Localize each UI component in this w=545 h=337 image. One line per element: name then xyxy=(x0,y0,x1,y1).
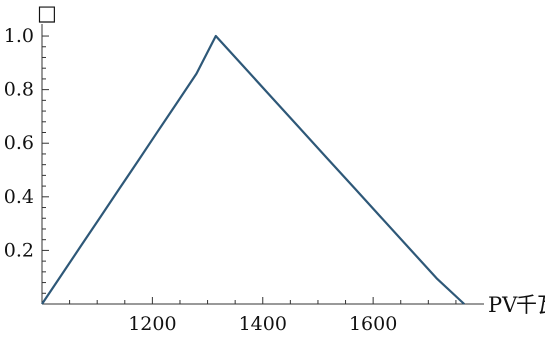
series-line xyxy=(41,34,465,305)
y-tick-label: 0.2 xyxy=(4,239,34,261)
x-axis-unit-label: 千瓦 xyxy=(516,293,545,317)
y-tick-label: 0.8 xyxy=(4,79,34,101)
x-tick-label: 1600 xyxy=(349,313,397,335)
chart-series xyxy=(41,34,465,305)
x-axis-label: PV xyxy=(488,293,518,317)
chart-ticks: 1200 1400 1600 0.2 0.4 0.6 0.8 1.0 xyxy=(4,25,457,335)
y-tick-label: 1.0 xyxy=(4,25,34,47)
x-tick-label: 1400 xyxy=(239,313,287,335)
chart-axes xyxy=(41,24,484,305)
y-tick-label: 0.4 xyxy=(4,186,34,208)
x-tick-label: 1200 xyxy=(128,313,176,335)
y-tick-label: 0.6 xyxy=(4,132,34,154)
y-axis-unit-label: □ xyxy=(37,1,57,25)
chart-axis-labels: □ PV千瓦 xyxy=(37,1,545,317)
